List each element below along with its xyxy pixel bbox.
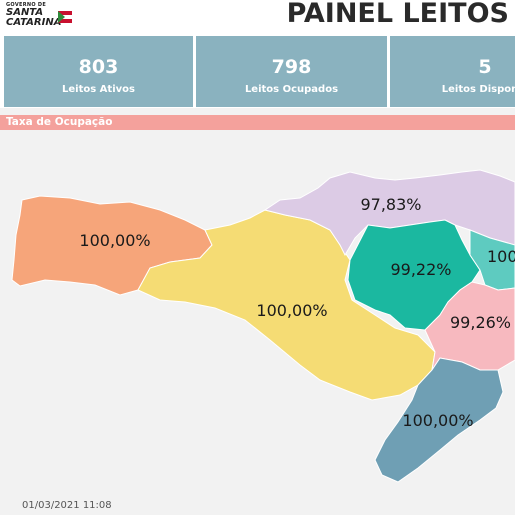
section-title: Taxa de Ocupação <box>6 116 113 128</box>
kpi-label: Leitos Ocupados <box>244 84 339 95</box>
region-label-meio-oeste: 100,00% <box>256 301 327 320</box>
region-label-norte: 97,83% <box>360 195 421 214</box>
kpi-value: 803 <box>78 56 119 78</box>
logo-line-2: CATARINA <box>6 17 62 28</box>
kpi-value: 5 <box>478 56 492 78</box>
government-logo: GOVERNO DE SANTA CATARINA <box>6 2 76 32</box>
region-label-sul: 100,00% <box>402 411 473 430</box>
region-sul[interactable] <box>374 357 504 483</box>
flag-icon <box>58 11 72 23</box>
kpi-label: Leitos Disponív <box>441 84 515 95</box>
region-label-foz-itajai: 100,00 <box>487 247 515 266</box>
section-band: Taxa de Ocupação <box>0 115 515 130</box>
page-title: PAINEL LEITOS <box>286 0 509 29</box>
kpi-card-active: 803 Leitos Ativos <box>4 36 193 107</box>
occupancy-map: 100,00% 100,00% 97,83% 99,22% 100,00 99,… <box>11 169 515 483</box>
region-label-vale-itajai: 99,22% <box>390 260 451 279</box>
kpi-value: 798 <box>271 56 312 78</box>
kpi-cards: 803 Leitos Ativos 798 Leitos Ocupados 5 … <box>0 34 515 108</box>
kpi-card-occupied: 798 Leitos Ocupados <box>196 36 387 107</box>
logo-line-1: SANTA <box>6 7 44 18</box>
kpi-label: Leitos Ativos <box>62 84 135 95</box>
kpi-card-available: 5 Leitos Disponív <box>390 36 515 107</box>
region-label-grande-florianopolis: 99,26% <box>450 313 511 332</box>
update-timestamp: 01/03/2021 11:08 <box>22 500 112 511</box>
logo-caption: GOVERNO DE <box>6 2 47 8</box>
region-label-oeste: 100,00% <box>79 231 150 250</box>
header-bar: GOVERNO DE SANTA CATARINA PAINEL LEITOS <box>0 0 515 34</box>
